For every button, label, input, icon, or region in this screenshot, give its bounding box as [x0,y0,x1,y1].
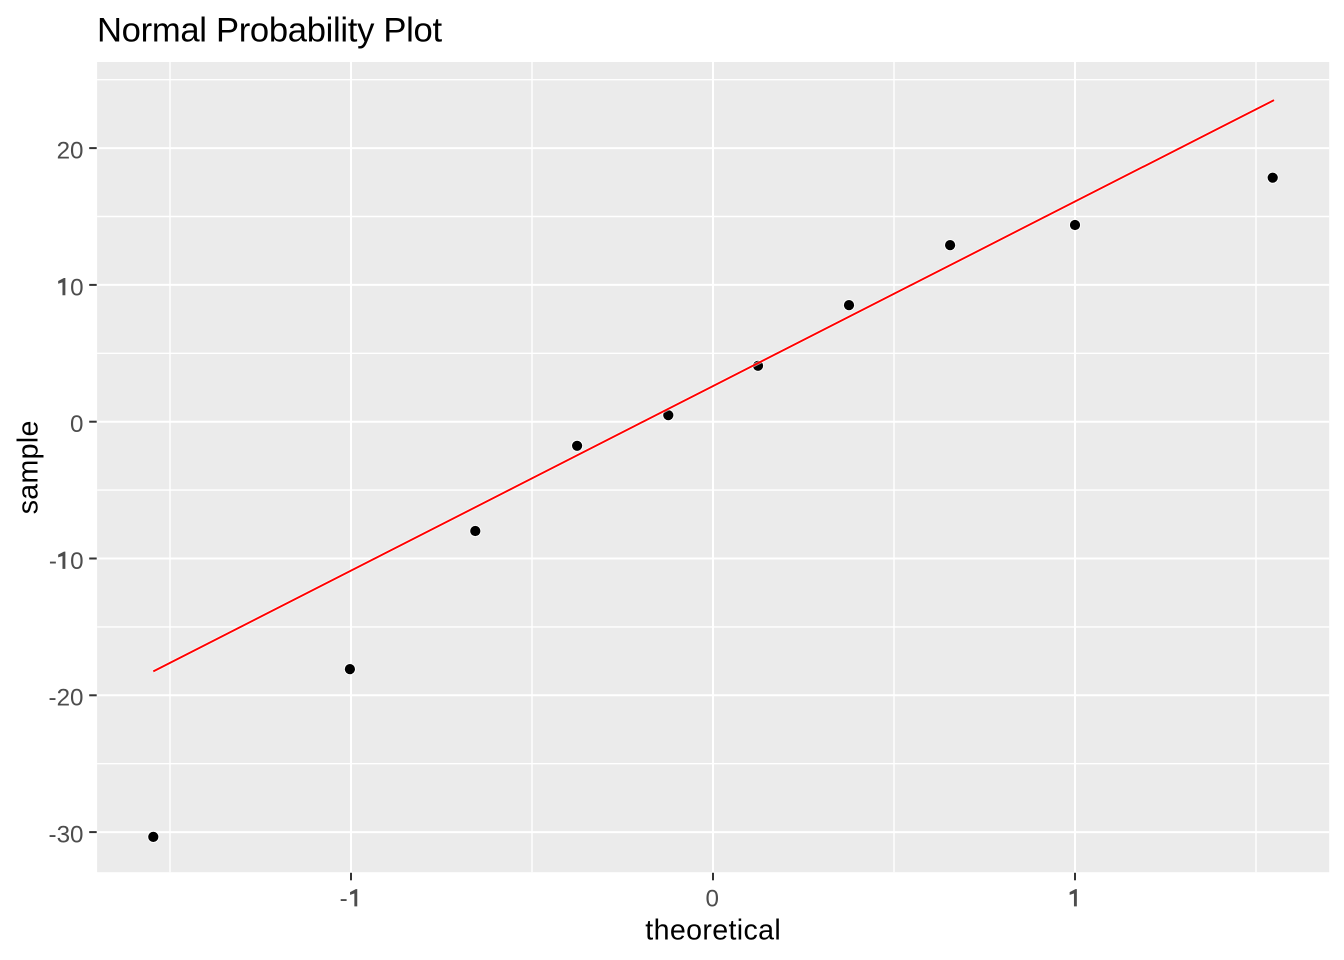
svg-text:theoretical: theoretical [645,914,781,946]
svg-text:0: 0 [70,411,83,438]
svg-text:Normal Probability Plot: Normal Probability Plot [97,11,442,49]
svg-text:sample: sample [12,420,44,514]
svg-text:-30: -30 [49,822,84,849]
svg-text:-: - [340,885,348,912]
svg-text:0: 0 [705,885,718,912]
svg-text:20: 20 [57,138,84,165]
svg-text:0: 0 [70,274,83,301]
svg-text:0: 0 [70,548,83,575]
svg-text:-20: -20 [49,685,84,712]
svg-text:-: - [49,548,57,575]
